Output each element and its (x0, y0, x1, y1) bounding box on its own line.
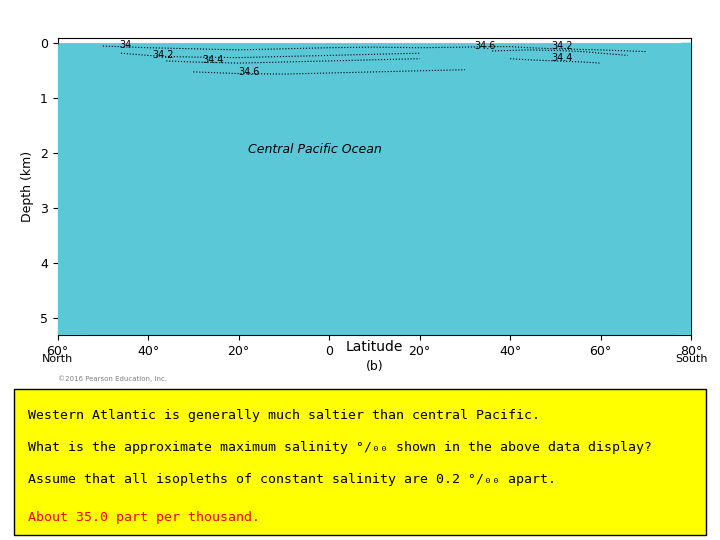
Text: 34.2: 34.2 (153, 50, 174, 59)
Text: 34.6: 34.6 (474, 41, 495, 51)
FancyBboxPatch shape (14, 389, 706, 535)
Text: 34.6: 34.6 (238, 66, 260, 77)
Text: Assume that all isopleths of constant salinity are 0.2 °/₀₀ apart.: Assume that all isopleths of constant sa… (28, 472, 557, 485)
Text: 34: 34 (119, 40, 131, 50)
Text: North: North (42, 354, 73, 364)
Text: ©2016 Pearson Education, Inc.: ©2016 Pearson Education, Inc. (58, 375, 167, 382)
Text: 34.4: 34.4 (202, 55, 224, 65)
Text: 34.2: 34.2 (551, 41, 572, 51)
Text: South: South (675, 354, 708, 364)
Text: Latitude: Latitude (346, 340, 403, 354)
Text: (b): (b) (366, 360, 383, 373)
Text: About 35.0 part per thousand.: About 35.0 part per thousand. (28, 511, 260, 524)
Text: What is the approximate maximum salinity °/₀₀ shown in the above data display?: What is the approximate maximum salinity… (28, 441, 652, 454)
Polygon shape (58, 43, 148, 346)
Text: Western Atlantic is generally much saltier than central Pacific.: Western Atlantic is generally much salti… (28, 409, 540, 422)
Polygon shape (628, 43, 691, 346)
Text: 34.4: 34.4 (551, 53, 572, 63)
Text: Central Pacific Ocean: Central Pacific Ocean (248, 143, 382, 156)
Y-axis label: Depth (km): Depth (km) (22, 151, 35, 222)
